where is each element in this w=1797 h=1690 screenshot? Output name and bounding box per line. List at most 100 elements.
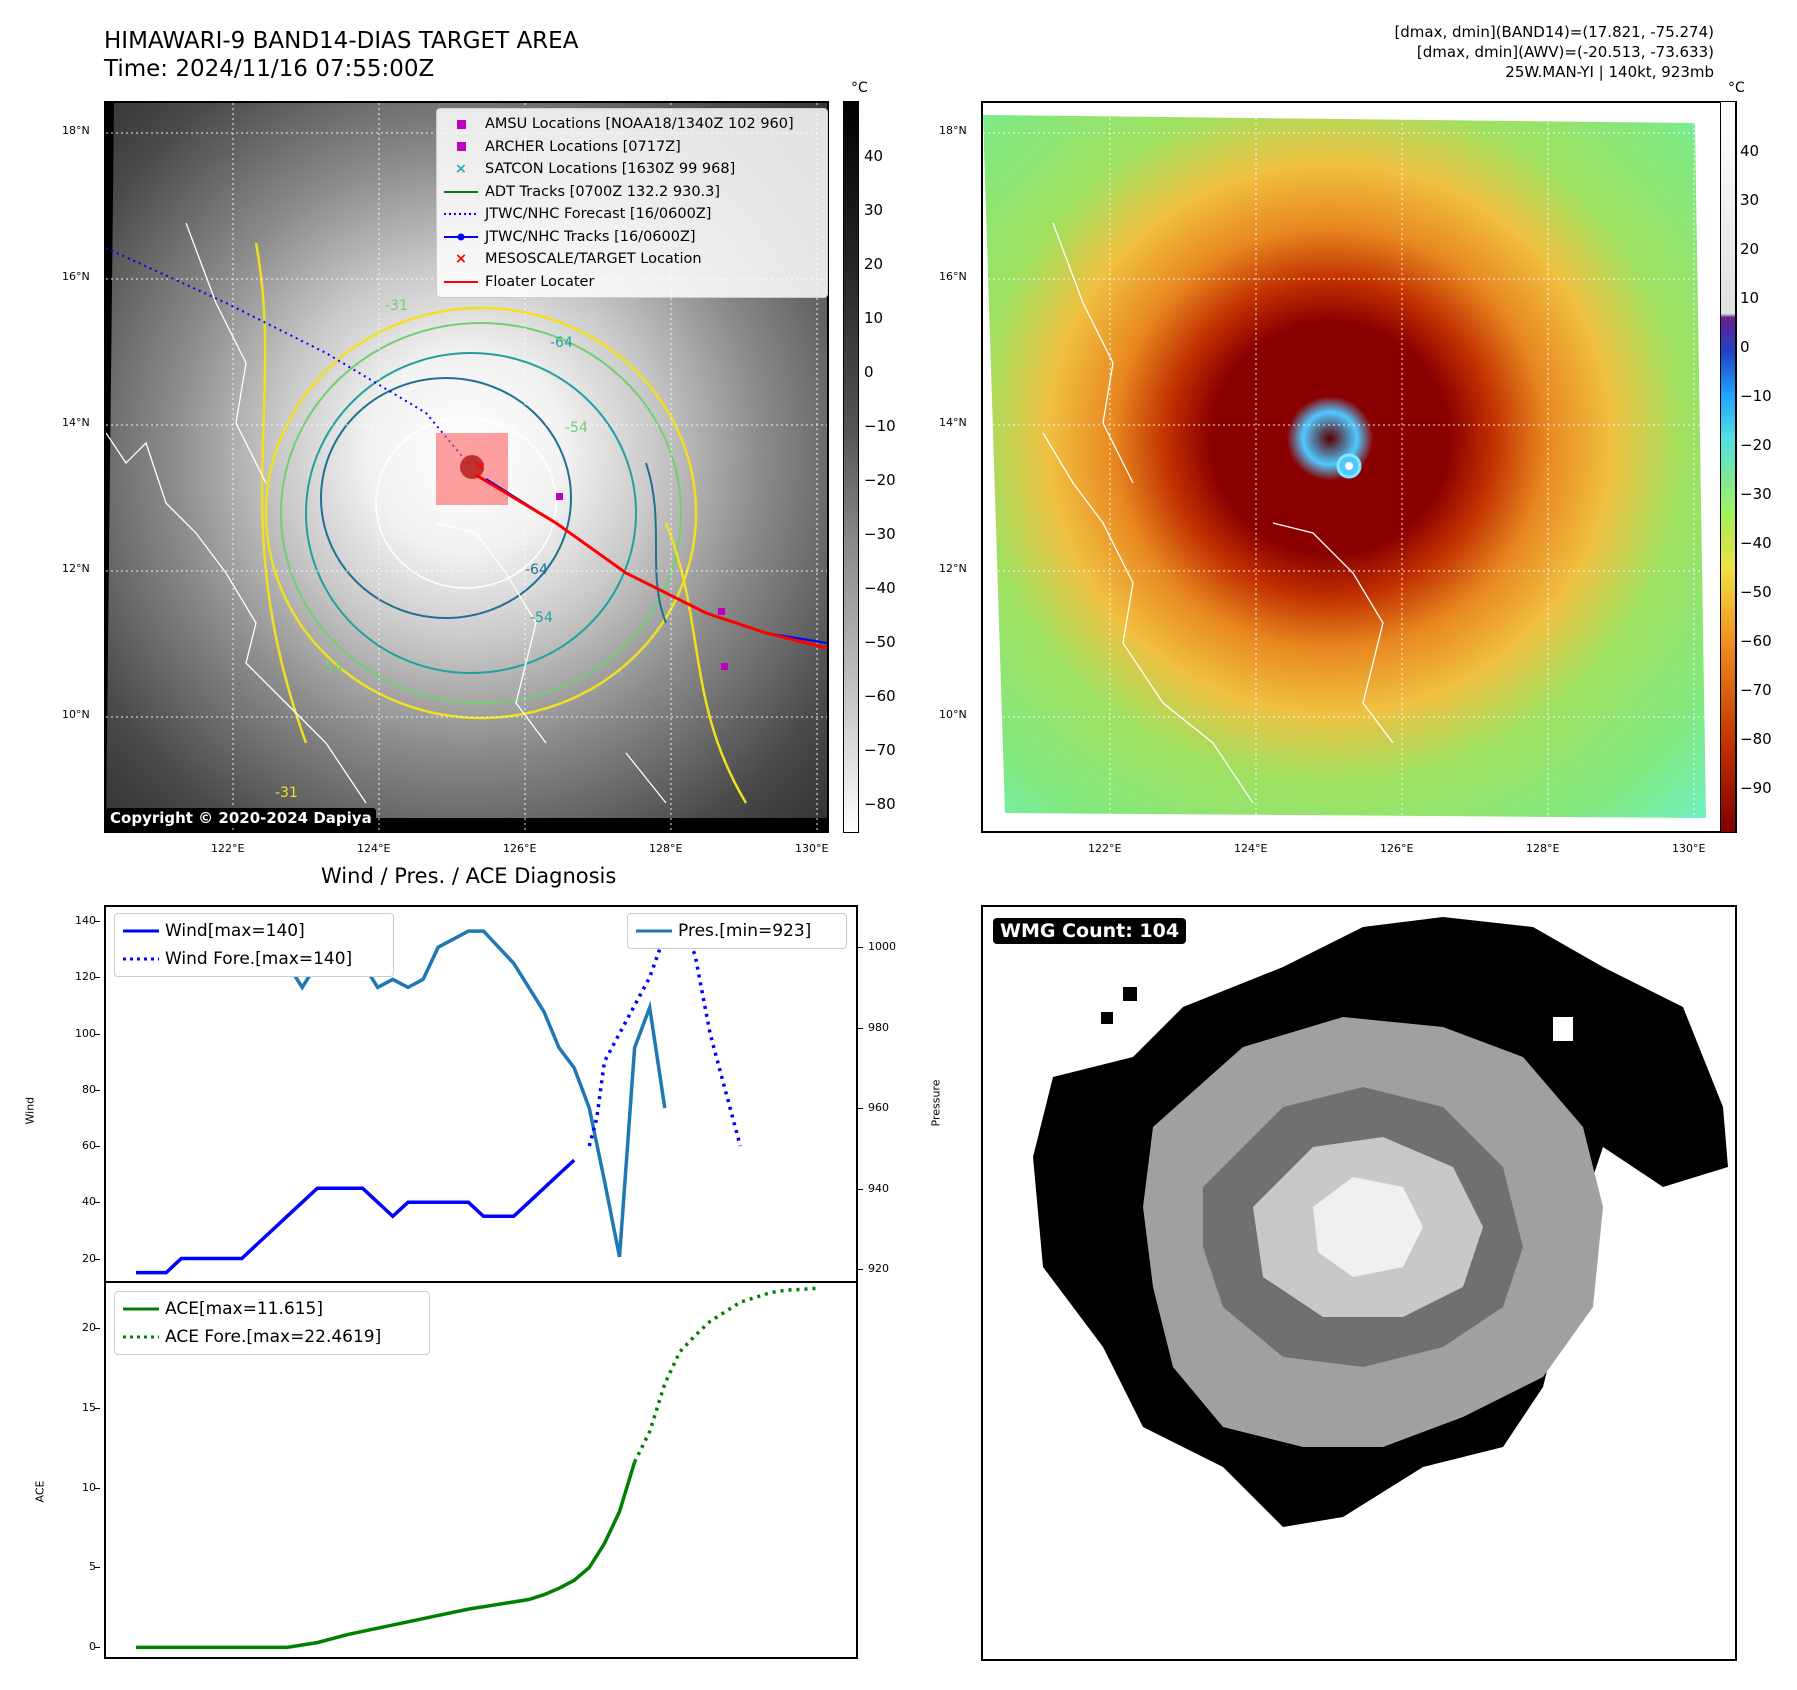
ir-colorbar-unit: °C bbox=[851, 80, 868, 96]
bd-colorbar-tick: −70 bbox=[1740, 681, 1772, 699]
copyright-label: Copyright © 2020-2024 Dapiya bbox=[106, 808, 376, 828]
axis-tick-label: 5 bbox=[89, 1560, 96, 1574]
ace-legend: ACE[max=11.615] ACE Fore.[max=22.4619] bbox=[114, 1291, 430, 1355]
lon-tick: 130°E bbox=[795, 842, 829, 855]
legend-satcon: SATCON Locations [1630Z 99 968] bbox=[485, 161, 736, 178]
axis-tick-mark bbox=[95, 1202, 100, 1204]
axis-tick-label: 80 bbox=[82, 1082, 96, 1096]
ir-colorbar-tick: −40 bbox=[864, 579, 896, 597]
chart-title: HIMAWARI-9 BAND14-DIAS TARGET AREA bbox=[104, 28, 579, 54]
axis-tick-label: 960 bbox=[868, 1101, 889, 1115]
ir-colorbar-tick: 40 bbox=[864, 147, 884, 165]
axis-tick-label: 40 bbox=[82, 1195, 96, 1209]
square-marker-icon bbox=[443, 119, 479, 129]
pressure-axis-label: Pressure bbox=[929, 1079, 943, 1127]
axis-tick-mark bbox=[95, 1487, 100, 1489]
ir-map-legend: AMSU Locations [NOAA18/1340Z 102 960] AR… bbox=[436, 108, 828, 298]
axis-tick-mark bbox=[95, 977, 100, 979]
line-icon bbox=[443, 280, 479, 284]
lon-tick: 130°E bbox=[1672, 842, 1706, 855]
bd-colorbar-tick: −80 bbox=[1740, 730, 1772, 748]
lat-tick: 10°N bbox=[939, 708, 967, 721]
line-icon bbox=[443, 190, 479, 194]
ir-colorbar-tick: −20 bbox=[864, 471, 896, 489]
dotted-line-icon bbox=[443, 212, 479, 216]
ir-colorbar-tick: −50 bbox=[864, 633, 896, 651]
bd-colorbar-tick: −40 bbox=[1740, 534, 1772, 552]
axis-tick-label: 140 bbox=[75, 914, 96, 928]
lon-tick: 124°E bbox=[1234, 842, 1268, 855]
lat-tick: 16°N bbox=[939, 270, 967, 283]
axis-tick-label: 15 bbox=[82, 1400, 96, 1414]
legend-ace: ACE[max=11.615] bbox=[165, 1299, 323, 1319]
bd-colorbar-tick: −90 bbox=[1740, 779, 1772, 797]
series-line-wind bbox=[136, 1158, 576, 1275]
contour-label: -54 bbox=[565, 420, 588, 436]
ir-colorbar-tick: 0 bbox=[864, 363, 874, 381]
legend-ace-forecast: ACE Fore.[max=22.4619] bbox=[165, 1327, 382, 1347]
bd-map-panel bbox=[981, 101, 1737, 833]
ir-colorbar-tick: −70 bbox=[864, 741, 896, 759]
ir-colorbar-tick: −80 bbox=[864, 795, 896, 813]
lat-tick: 18°N bbox=[939, 124, 967, 137]
axis-tick-mark bbox=[858, 1268, 863, 1270]
wmg-count-badge: WMG Count: 104 bbox=[993, 918, 1187, 944]
lon-tick: 128°E bbox=[649, 842, 683, 855]
ace-panel bbox=[104, 1281, 858, 1659]
bd-colorbar-tick: 40 bbox=[1740, 142, 1760, 160]
axis-tick-label: 120 bbox=[75, 970, 96, 984]
axis-tick-label: 980 bbox=[868, 1020, 889, 1034]
ir-colorbar-tick: 20 bbox=[864, 255, 884, 273]
legend-wind-forecast: Wind Fore.[max=140] bbox=[165, 949, 353, 969]
svg-text:×: × bbox=[474, 459, 486, 475]
axis-tick-mark bbox=[95, 1258, 100, 1260]
lon-tick: 128°E bbox=[1526, 842, 1560, 855]
wind-axis-label: Wind bbox=[23, 1096, 37, 1125]
lat-tick: 18°N bbox=[62, 124, 90, 137]
contour-label: -64 bbox=[550, 335, 573, 351]
diagnosis-title: Wind / Pres. / ACE Diagnosis bbox=[321, 864, 617, 888]
axis-tick-label: 0 bbox=[89, 1640, 96, 1654]
legend-floater: Floater Locater bbox=[485, 273, 595, 290]
chart-time: Time: 2024/11/16 07:55:00Z bbox=[104, 56, 435, 82]
contour-label: -64 bbox=[525, 562, 548, 578]
pressure-legend: Pres.[min=923] bbox=[627, 913, 847, 949]
lat-tick: 16°N bbox=[62, 270, 90, 283]
ir-colorbar-tick: 30 bbox=[864, 201, 884, 219]
lat-tick: 12°N bbox=[939, 562, 967, 575]
axis-tick-mark bbox=[858, 947, 863, 949]
axis-tick-label: 60 bbox=[82, 1139, 96, 1153]
legend-pressure: Pres.[min=923] bbox=[678, 921, 812, 941]
bd-colorbar-unit: °C bbox=[1728, 80, 1745, 96]
lon-tick: 122°E bbox=[1088, 842, 1122, 855]
bd-colorbar-tick: 20 bbox=[1740, 240, 1760, 258]
line-icon bbox=[123, 1306, 159, 1312]
ace-plot bbox=[136, 1286, 817, 1650]
bd-map-image bbox=[983, 103, 1735, 831]
axis-tick-label: 940 bbox=[868, 1181, 889, 1195]
bd-colorbar-tick: −10 bbox=[1740, 387, 1772, 405]
axis-tick-mark bbox=[95, 1567, 100, 1569]
dotted-line-icon bbox=[123, 956, 159, 962]
axis-tick-label: 920 bbox=[868, 1261, 889, 1275]
bd-colorbar-tick: −60 bbox=[1740, 632, 1772, 650]
axis-tick-label: 20 bbox=[82, 1320, 96, 1334]
wmg-panel bbox=[981, 905, 1737, 1661]
contour-label: -54 bbox=[530, 610, 553, 626]
axis-tick-label: 10 bbox=[82, 1480, 96, 1494]
bd-colorbar-tick: 0 bbox=[1740, 338, 1750, 356]
square-marker-icon bbox=[443, 142, 479, 152]
axis-tick-mark bbox=[95, 1033, 100, 1035]
legend-jtwc-forecast: JTWC/NHC Forecast [16/0600Z] bbox=[485, 206, 712, 223]
axis-tick-label: 100 bbox=[75, 1026, 96, 1040]
lon-tick: 126°E bbox=[1380, 842, 1414, 855]
bd-colorbar-tick: −30 bbox=[1740, 485, 1772, 503]
bd-colorbar-tick: 10 bbox=[1740, 289, 1760, 307]
contour-label: -31 bbox=[385, 298, 408, 314]
lat-tick: 14°N bbox=[62, 416, 90, 429]
contour-label: -54 bbox=[320, 660, 343, 676]
contour-label: -31 bbox=[275, 785, 298, 801]
x-marker-icon: × bbox=[454, 251, 468, 268]
ir-colorbar-tick: −60 bbox=[864, 687, 896, 705]
lat-tick: 10°N bbox=[62, 708, 90, 721]
